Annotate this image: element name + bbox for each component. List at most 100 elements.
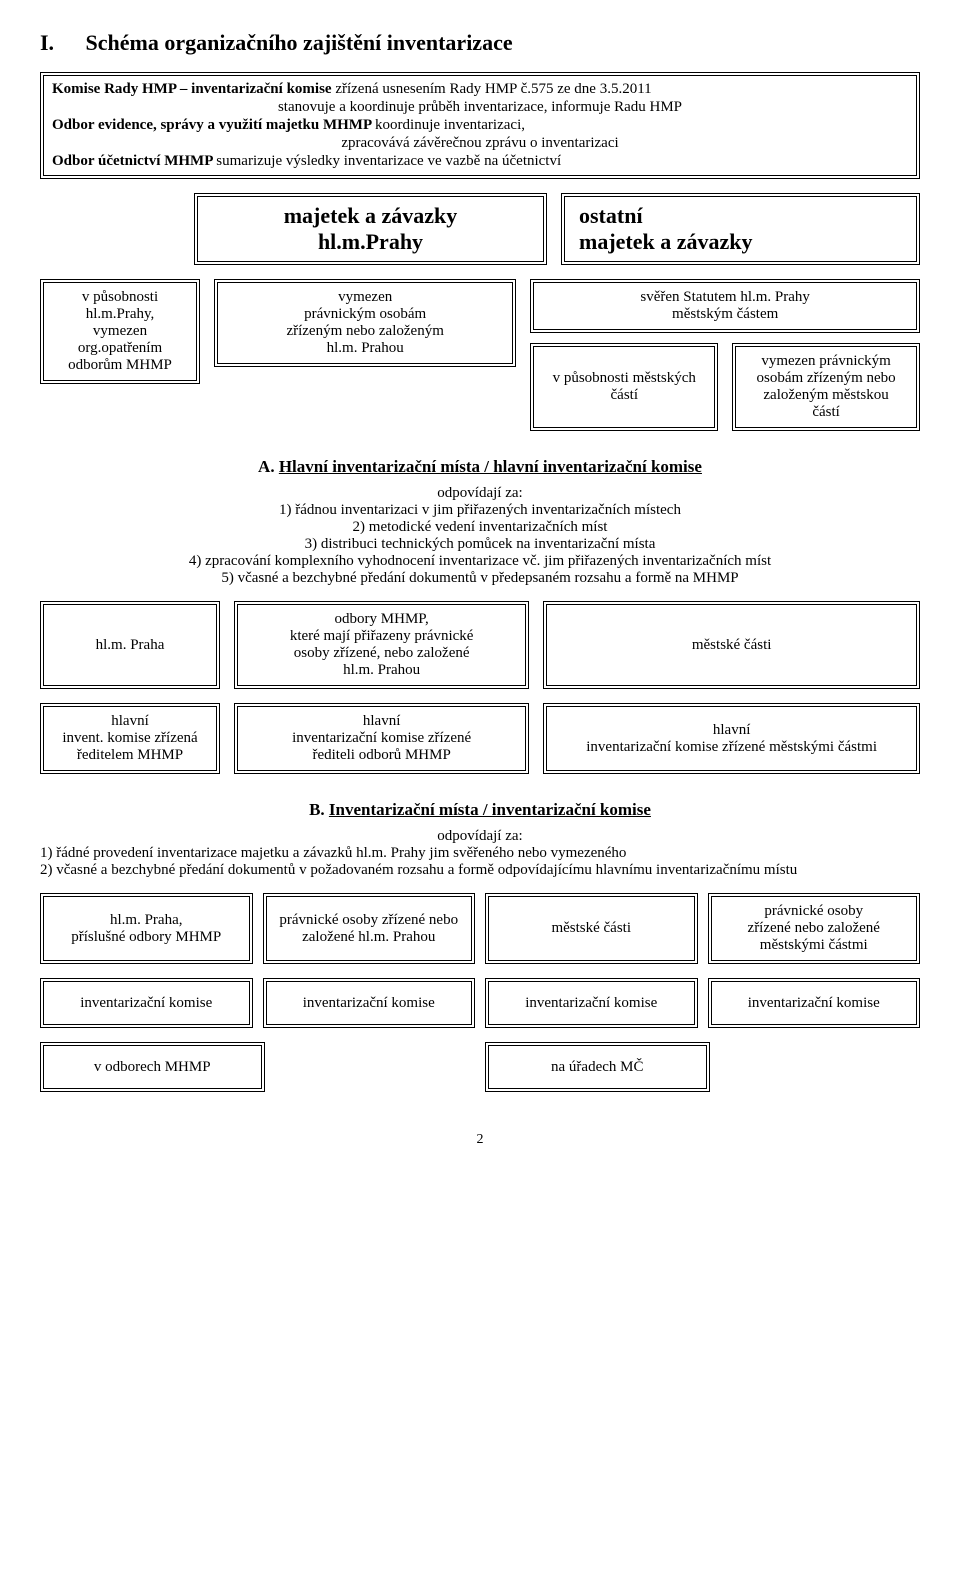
- section-b-row3: v odborech MHMP na úřadech MČ: [40, 1042, 920, 1092]
- a-r1-c1: hl.m. Praha: [40, 601, 220, 689]
- a-r2-c3-l2: inventarizační komise zřízené městskými …: [555, 739, 908, 756]
- section-a-r2: 2) metodické vedení inventarizačních mís…: [40, 519, 920, 536]
- b-r2-c1: inventarizační komise: [40, 978, 253, 1028]
- b-r3-spacer2: [720, 1042, 921, 1092]
- property-right-l1: ostatní: [579, 203, 908, 229]
- a-r2-c1-l2: invent. komise zřízená: [52, 730, 208, 747]
- b-r1-c4-l1: právnické osoby: [720, 903, 909, 920]
- t2b1-l3: vymezen org.opatřením: [52, 323, 188, 357]
- tier2-box4b: vymezen právnickým osobám zřízeným nebo …: [732, 343, 920, 431]
- b-r1-c2-l2: založené hl.m. Prahou: [275, 929, 464, 946]
- b-r1-c1: hl.m. Praha, příslušné odbory MHMP: [40, 893, 253, 964]
- a-r2-c2-l1: hlavní: [246, 713, 517, 730]
- b-r1-c3: městské části: [485, 893, 698, 964]
- b-r3-c3: na úřadech MČ: [485, 1042, 710, 1092]
- top-line-2: Odbor evidence, správy a využití majetku…: [52, 117, 908, 134]
- b-r1-c4-l3: městskými částmi: [720, 937, 909, 954]
- section-a-resp-label: odpovídají za:: [40, 485, 920, 502]
- t2b4a-l1: v působnosti městských: [542, 370, 706, 387]
- property-box-right: ostatní majetek a závazky: [561, 193, 920, 265]
- top-line-3b: sumarizuje výsledky inventarizace ve vaz…: [216, 153, 561, 169]
- top-line-2a: Odbor evidence, správy a využití majetku…: [52, 117, 375, 133]
- b-r3-spacer1: [275, 1042, 476, 1092]
- a-r2-c1-l1: hlavní: [52, 713, 208, 730]
- a-r1-c2: odbory MHMP, které mají přiřazeny právni…: [234, 601, 529, 689]
- b-r1-c1-l2: příslušné odbory MHMP: [52, 929, 241, 946]
- section-a-r1: 1) řádnou inventarizaci v jim přiřazenýc…: [40, 502, 920, 519]
- top-line-1: Komise Rady HMP – inventarizační komise …: [52, 81, 908, 98]
- tier2-box2: vymezen právnickým osobám zřízeným nebo …: [214, 279, 516, 367]
- a-r1-c1-text: hl.m. Praha: [52, 637, 208, 654]
- section-b-letter: B.: [309, 800, 325, 819]
- section-a-r5: 5) včasné a bezchybné předání dokumentů …: [40, 570, 920, 587]
- b-r1-c4-l2: zřízené nebo založené: [720, 920, 909, 937]
- top-line-2c: zpracovává závěrečnou zprávu o inventari…: [52, 135, 908, 152]
- a-r1-c2-l2: které mají přiřazeny právnické: [246, 628, 517, 645]
- t2b2-l2: právnickým osobám: [226, 306, 504, 323]
- a-r1-c2-l3: osoby zřízené, nebo založené: [246, 645, 517, 662]
- section-b-title: Inventarizační místa / inventarizační ko…: [329, 800, 651, 819]
- b-r2-c3: inventarizační komise: [485, 978, 698, 1028]
- b-r1-c4: právnické osoby zřízené nebo založené mě…: [708, 893, 921, 964]
- section-a-r4: 4) zpracování komplexního vyhodnocení in…: [40, 553, 920, 570]
- t2b2-l4: hl.m. Prahou: [226, 340, 504, 357]
- b-r1-c1-l1: hl.m. Praha,: [52, 912, 241, 929]
- tier2-box1: v působnosti hl.m.Prahy, vymezen org.opa…: [40, 279, 200, 384]
- section-b-heading: B. Inventarizační místa / inventarizační…: [40, 800, 920, 820]
- a-r2-c2: hlavní inventarizační komise zřízené řed…: [234, 703, 529, 774]
- t2b1-l1: v působnosti: [52, 289, 188, 306]
- section-b-resp-label: odpovídají za:: [40, 828, 920, 845]
- top-line-3: Odbor účetnictví MHMP sumarizuje výsledk…: [52, 153, 908, 170]
- section-a-heading: A. Hlavní inventarizační místa / hlavní …: [40, 457, 920, 477]
- top-line-2b: koordinuje inventarizaci,: [375, 117, 525, 133]
- property-box-left: majetek a závazky hl.m.Prahy: [194, 193, 547, 265]
- a-r2-c1-l3: ředitelem MHMP: [52, 747, 208, 764]
- section-b-r1: 1) řádné provedení inventarizace majetku…: [40, 845, 920, 862]
- a-r2-c3: hlavní inventarizační komise zřízené měs…: [543, 703, 920, 774]
- t2b4a-l2: částí: [542, 387, 706, 404]
- section-b-r2: 2) včasné a bezchybné předání dokumentů …: [40, 862, 920, 879]
- section-a-row1: hl.m. Praha odbory MHMP, které mají přiř…: [40, 601, 920, 689]
- property-left-l2: hl.m.Prahy: [206, 229, 535, 255]
- b-r2-c2-text: inventarizační komise: [275, 995, 464, 1012]
- b-r1-c3-text: městské části: [497, 920, 686, 937]
- b-r1-c2-l1: právnické osoby zřízené nebo: [275, 912, 464, 929]
- a-r1-c3-text: městské části: [555, 637, 908, 654]
- section-b-responsibilities: odpovídají za: 1) řádné provedení invent…: [40, 828, 920, 879]
- t2b2-l3: zřízeným nebo založeným: [226, 323, 504, 340]
- a-r1-c3: městské části: [543, 601, 920, 689]
- property-left-l1: majetek a závazky: [206, 203, 535, 229]
- section-a-letter: A.: [258, 457, 275, 476]
- top-intro-box: Komise Rady HMP – inventarizační komise …: [40, 72, 920, 179]
- t2b2-l1: vymezen: [226, 289, 504, 306]
- b-r2-c4: inventarizační komise: [708, 978, 921, 1028]
- property-row: majetek a závazky hl.m.Prahy ostatní maj…: [40, 193, 920, 265]
- top-line-1a: Komise Rady HMP – inventarizační komise: [52, 81, 335, 97]
- b-r3-c3-text: na úřadech MČ: [497, 1059, 698, 1076]
- tier2-box4a: v působnosti městských částí: [530, 343, 718, 431]
- tier2-row: v působnosti hl.m.Prahy, vymezen org.opa…: [40, 279, 920, 431]
- tier2-right: svěřen Statutem hl.m. Prahy městským čás…: [530, 279, 920, 431]
- page-title: I. Schéma organizačního zajištění invent…: [40, 30, 920, 56]
- t2b4b-l2: osobám zřízeným nebo: [744, 370, 908, 387]
- a-r1-c2-l1: odbory MHMP,: [246, 611, 517, 628]
- b-r1-c2: právnické osoby zřízené nebo založené hl…: [263, 893, 476, 964]
- section-b-row1: hl.m. Praha, příslušné odbory MHMP právn…: [40, 893, 920, 964]
- a-r1-c2-l4: hl.m. Prahou: [246, 662, 517, 679]
- a-r2-c3-l1: hlavní: [555, 722, 908, 739]
- page-title-text: Schéma organizačního zajištění inventari…: [86, 30, 513, 55]
- t2b3-l2: městským částem: [542, 306, 908, 323]
- section-a-title: Hlavní inventarizační místa / hlavní inv…: [279, 457, 702, 476]
- section-a-r3: 3) distribuci technických pomůcek na inv…: [40, 536, 920, 553]
- top-line-3a: Odbor účetnictví MHMP: [52, 153, 216, 169]
- section-b-row2: inventarizační komise inventarizační kom…: [40, 978, 920, 1028]
- a-r2-c2-l3: řediteli odborů MHMP: [246, 747, 517, 764]
- tier2-box4-pair: v působnosti městských částí vymezen prá…: [530, 343, 920, 431]
- b-r2-c3-text: inventarizační komise: [497, 995, 686, 1012]
- t2b4b-l3: založeným městskou: [744, 387, 908, 404]
- b-r2-c1-text: inventarizační komise: [52, 995, 241, 1012]
- a-r2-c1: hlavní invent. komise zřízená ředitelem …: [40, 703, 220, 774]
- tier2-box3: svěřen Statutem hl.m. Prahy městským čás…: [530, 279, 920, 333]
- page-title-num: I.: [40, 30, 80, 56]
- b-r2-c2: inventarizační komise: [263, 978, 476, 1028]
